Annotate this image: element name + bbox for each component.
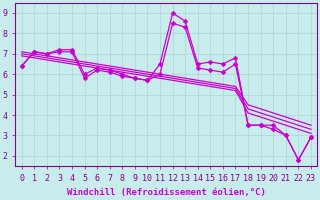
- X-axis label: Windchill (Refroidissement éolien,°C): Windchill (Refroidissement éolien,°C): [67, 188, 266, 197]
